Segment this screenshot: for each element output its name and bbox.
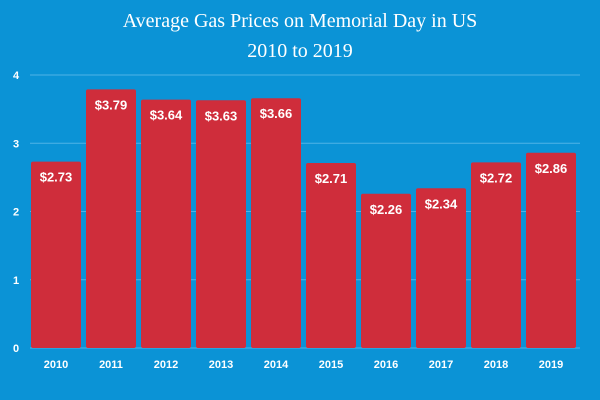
x-tick-label: 2012 <box>154 359 178 371</box>
x-tick-label: 2011 <box>99 359 123 371</box>
x-tick-label: 2010 <box>44 359 68 371</box>
x-tick-label: 2019 <box>539 359 563 371</box>
data-label: $2.26 <box>370 202 403 217</box>
data-label: $2.86 <box>535 161 568 176</box>
x-tick-label: 2015 <box>319 359 343 371</box>
y-tick-label: 1 <box>13 275 19 287</box>
chart-subtitle: 2010 to 2019 <box>247 40 353 62</box>
x-tick-label: 2018 <box>484 359 508 371</box>
data-label: $3.79 <box>95 97 128 112</box>
y-tick-label: 4 <box>13 70 20 82</box>
data-label: $2.71 <box>315 171 348 186</box>
bar-2017 <box>416 188 466 348</box>
x-tick-label: 2016 <box>374 359 398 371</box>
data-label: $2.34 <box>425 196 458 211</box>
bar-2011 <box>86 89 136 349</box>
x-tick-label: 2017 <box>429 359 453 371</box>
x-tick-label: 2013 <box>209 359 233 371</box>
y-tick-label: 2 <box>13 207 19 219</box>
bar-2015 <box>306 163 356 348</box>
bar-2019 <box>526 152 576 348</box>
y-tick-label: 3 <box>13 138 19 150</box>
y-tick-label: 0 <box>13 343 19 355</box>
data-label: $2.73 <box>40 170 73 185</box>
bar-2012 <box>141 99 191 348</box>
data-label: $3.63 <box>205 108 238 123</box>
data-label: $3.66 <box>260 106 293 121</box>
chart-title: Average Gas Prices on Memorial Day in US <box>122 10 478 32</box>
bar-2016 <box>361 193 411 348</box>
data-label: $3.64 <box>150 108 183 123</box>
bar-2013 <box>196 100 246 348</box>
data-label: $2.72 <box>480 170 513 185</box>
bar-2014 <box>251 98 301 348</box>
bar-2010 <box>31 161 81 348</box>
x-tick-label: 2014 <box>264 359 289 371</box>
bar-2018 <box>471 162 521 348</box>
